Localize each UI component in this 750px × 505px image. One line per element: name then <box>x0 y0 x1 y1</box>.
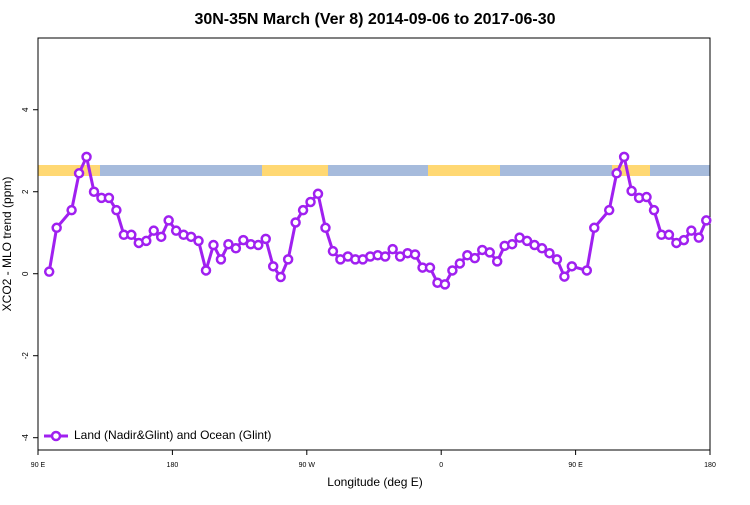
data-point <box>521 235 533 247</box>
data-point <box>208 239 219 251</box>
data-point <box>81 151 92 163</box>
data-point <box>506 238 518 250</box>
data-point <box>88 186 100 197</box>
data-point <box>536 243 548 254</box>
data-point <box>103 192 115 204</box>
data-point <box>275 271 286 283</box>
data-point <box>193 235 204 247</box>
data-point <box>66 204 77 216</box>
data-point <box>260 233 271 245</box>
data-point <box>312 188 324 200</box>
data-point <box>678 234 690 246</box>
data-point <box>663 229 675 241</box>
data-point <box>559 271 570 282</box>
data-point <box>327 245 339 257</box>
x-tick-label: 0 <box>439 462 443 469</box>
y-tick-label: 4 <box>21 107 30 112</box>
chart-title: 30N-35N March (Ver 8) 2014-09-06 to 2017… <box>194 11 555 28</box>
data-point <box>163 215 174 226</box>
data-point <box>305 196 316 208</box>
data-point <box>693 232 705 243</box>
data-point <box>238 234 249 246</box>
data-point <box>491 256 503 267</box>
data-point <box>447 265 458 276</box>
y-tick-label: -2 <box>21 352 30 360</box>
x-tick-label: 90 E <box>568 462 583 469</box>
y-tick-label: 2 <box>21 189 30 194</box>
data-point <box>626 185 637 197</box>
data-point <box>148 225 159 236</box>
data-point <box>551 254 563 265</box>
x-tick-label: 180 <box>167 462 179 469</box>
legend-label: Land (Nadir&Glint) and Ocean (Glint) <box>74 428 271 442</box>
legend-swatch-point <box>50 430 62 442</box>
y-tick-label: 0 <box>21 271 30 276</box>
data-point <box>111 204 122 216</box>
series-line <box>47 152 708 287</box>
data-point <box>230 243 242 254</box>
data-point <box>170 225 182 236</box>
data-point <box>290 217 301 228</box>
data-point <box>686 225 697 236</box>
plot-frame <box>37 37 711 451</box>
data-point <box>641 191 652 203</box>
data-point <box>73 168 85 179</box>
x-axis-label: Longitude (deg E) <box>327 475 422 489</box>
data-point <box>409 249 421 260</box>
data-point <box>43 266 55 277</box>
data-point <box>297 204 309 216</box>
data-point <box>611 168 622 179</box>
data-point <box>469 252 481 264</box>
data-point <box>282 254 294 265</box>
data-point <box>454 258 466 269</box>
x-tick-label: 180 <box>704 462 716 469</box>
data-point <box>200 265 212 276</box>
data-point <box>701 215 712 226</box>
data-point <box>618 151 630 163</box>
data-point <box>544 247 555 259</box>
data-point <box>387 243 398 255</box>
data-point <box>267 261 279 272</box>
data-point <box>215 254 227 265</box>
data-point <box>581 265 593 276</box>
data-point <box>379 251 391 262</box>
y-tick-label: -4 <box>21 434 30 442</box>
x-tick-label: 90 E <box>31 462 46 469</box>
data-point <box>424 262 436 273</box>
data-point <box>253 239 264 251</box>
data-point <box>320 222 331 234</box>
data-point <box>589 222 600 234</box>
data-point <box>185 231 197 243</box>
data-point <box>566 261 578 272</box>
data-point <box>223 238 234 250</box>
data-point <box>648 204 660 216</box>
data-point <box>439 279 451 290</box>
data-point <box>484 247 495 258</box>
data-point <box>603 204 615 216</box>
data-point <box>51 222 62 234</box>
land-ocean-band <box>38 165 710 176</box>
data-point <box>141 235 152 247</box>
data-point <box>155 231 167 243</box>
x-tick-label: 90 W <box>299 462 316 469</box>
y-axis-label: XCO2 - MLO trend (ppm) <box>0 177 14 312</box>
data-point <box>126 229 137 241</box>
